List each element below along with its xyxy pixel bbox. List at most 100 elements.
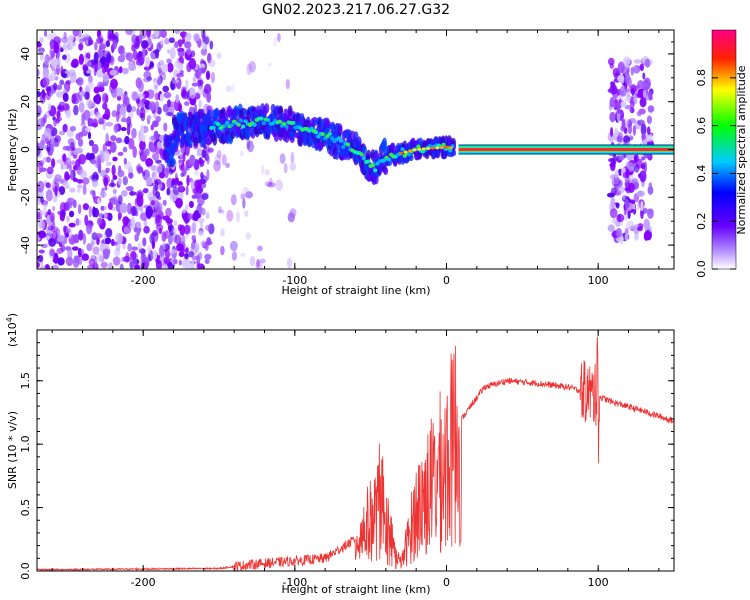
spectrogram-ridge-core bbox=[448, 148, 453, 153]
spectrogram-noise-blob bbox=[56, 159, 62, 164]
spectrogram-noise-blob bbox=[96, 69, 105, 78]
spectrogram-noise-blob bbox=[120, 49, 126, 58]
spectrogram-noise-blob bbox=[142, 237, 147, 247]
spectrogram-noise-blob bbox=[181, 234, 186, 246]
spectrogram-noise-blob bbox=[609, 162, 616, 167]
spectrogram-noise-blob bbox=[635, 158, 643, 169]
spectrogram-noise-blob bbox=[40, 196, 45, 203]
spectrogram-noise-blob bbox=[190, 178, 195, 191]
spectrogram-noise-blob bbox=[117, 195, 123, 205]
spectrogram-noise-blob bbox=[139, 212, 148, 221]
spectrogram-noise-blob bbox=[136, 107, 140, 116]
spectrogram-ridge-core bbox=[277, 119, 282, 124]
spectrogram-noise-blob bbox=[609, 208, 618, 219]
spectrogram-noise-blob bbox=[155, 48, 160, 59]
spectrogram-noise-blob bbox=[62, 92, 69, 103]
spectrogram-noise-blob bbox=[184, 32, 192, 41]
spectrogram-ridge-core bbox=[313, 130, 319, 135]
spectrogram-noise-blob bbox=[201, 149, 207, 158]
spectrogram-noise-blob bbox=[166, 99, 171, 108]
spectrogram-noise-blob bbox=[164, 167, 169, 179]
spectrogram-noise-blob bbox=[162, 85, 170, 93]
spectrogram-noise-blob bbox=[88, 205, 92, 218]
spectrogram-noise-blob bbox=[68, 222, 76, 228]
spectrogram-noise-blob bbox=[88, 74, 93, 84]
spectrogram-noise-blob bbox=[625, 169, 630, 178]
spectrogram-noise-blob bbox=[103, 205, 107, 211]
spectrogram-noise-blob bbox=[49, 48, 53, 57]
spectrogram-noise-blob bbox=[131, 246, 138, 251]
spectrogram-noise-blob bbox=[49, 249, 55, 257]
spectrogram-noise-blob bbox=[50, 212, 55, 223]
spectrogram-noise-blob bbox=[174, 41, 179, 49]
spectrogram-noise-blob bbox=[634, 231, 639, 241]
spectrogram-noise-blob bbox=[267, 182, 276, 188]
spectrogram-noise-blob bbox=[73, 150, 79, 156]
spectrogram-noise-blob bbox=[140, 124, 145, 136]
spectrogram-ridge-core bbox=[320, 132, 326, 137]
spectrogram-noise-blob bbox=[152, 81, 158, 93]
spectrogram-noise-blob bbox=[197, 217, 205, 224]
spectrogram-noise-blob bbox=[646, 126, 651, 135]
spectrogram-ridge-halo bbox=[356, 136, 362, 148]
spectrogram-noise-blob bbox=[134, 264, 140, 269]
spectrogram-noise-blob bbox=[633, 59, 642, 64]
spectrogram-noise-blob bbox=[42, 66, 50, 79]
spectrogram-noise-blob bbox=[200, 175, 208, 184]
spectrogram-noise-blob bbox=[184, 252, 189, 260]
spectrogram-noise-blob bbox=[136, 227, 141, 237]
spectrogram-noise-blob bbox=[70, 170, 74, 181]
spectrogram-noise-blob bbox=[46, 33, 54, 40]
spectrogram-noise-blob bbox=[110, 135, 117, 142]
spectrogram-noise-blob bbox=[194, 242, 200, 253]
spectrogram-noise-blob bbox=[136, 194, 144, 207]
spectrogram-noise-blob bbox=[191, 221, 197, 234]
spectrogram-noise-blob bbox=[175, 94, 180, 103]
spectrogram-noise-blob bbox=[161, 264, 169, 269]
spectrogram-ridge-core bbox=[327, 131, 332, 136]
spectrogram-noise-blob bbox=[97, 197, 101, 205]
spectrogram-ridge-halo bbox=[451, 149, 457, 157]
spectrogram-noise-blob bbox=[208, 59, 216, 68]
spectrogram-noise-blob bbox=[123, 226, 130, 234]
spectrogram-noise-blob bbox=[187, 251, 195, 258]
spectrogram-noise-blob bbox=[166, 58, 172, 64]
spectrogram-noise-blob bbox=[80, 249, 85, 255]
spectrogram-noise-blob bbox=[108, 32, 116, 38]
spectrogram-noise-blob bbox=[182, 257, 191, 269]
spectrogram-noise-blob bbox=[131, 91, 138, 101]
spectrogram-noise-blob bbox=[119, 106, 127, 116]
spectrogram-noise-blob bbox=[104, 237, 112, 245]
spectrogram-noise-blob bbox=[56, 110, 61, 119]
spectrogram-noise-blob bbox=[623, 127, 628, 134]
spectrogram-noise-blob bbox=[37, 145, 41, 157]
spectrogram-ridge-core bbox=[341, 144, 346, 149]
spectrogram-noise-blob bbox=[111, 110, 118, 118]
spectrogram-noise-blob bbox=[191, 82, 199, 87]
spectrogram-ridge-core bbox=[259, 116, 264, 121]
spectrogram-noise-blob bbox=[166, 62, 174, 73]
spectrogram-noise-blob bbox=[162, 103, 169, 113]
spectrogram-noise-blob bbox=[189, 154, 196, 166]
spectrogram-noise-blob bbox=[616, 75, 625, 83]
spectrogram-noise-blob bbox=[84, 214, 89, 226]
spectrogram-noise-blob bbox=[37, 180, 45, 193]
spectrogram-noise-blob bbox=[65, 256, 74, 267]
spectrogram-y-tick-label: 20 bbox=[19, 95, 32, 109]
spectrogram-noise-blob bbox=[105, 167, 110, 173]
spectrogram-noise-blob bbox=[165, 218, 173, 224]
spectrogram-noise-blob bbox=[76, 179, 84, 184]
spectrogram-ridge-core bbox=[229, 123, 235, 128]
spectrogram-noise-blob bbox=[45, 189, 53, 202]
spectrogram-noise-blob bbox=[642, 72, 646, 80]
spectrogram-noise-blob bbox=[112, 39, 118, 50]
spectrogram-noise-blob bbox=[64, 228, 71, 234]
spectrogram-noise-blob bbox=[647, 105, 655, 113]
spectrogram-noise-blob bbox=[97, 86, 105, 92]
spectrogram-noise-blob bbox=[125, 30, 133, 36]
spectrogram-noise-blob bbox=[624, 233, 629, 242]
spectrogram-noise-blob bbox=[105, 228, 113, 238]
spectrogram-noise-blob bbox=[240, 252, 246, 257]
spectrogram-noise-blob bbox=[191, 235, 196, 241]
spectrogram-ridge-peak bbox=[426, 147, 431, 151]
